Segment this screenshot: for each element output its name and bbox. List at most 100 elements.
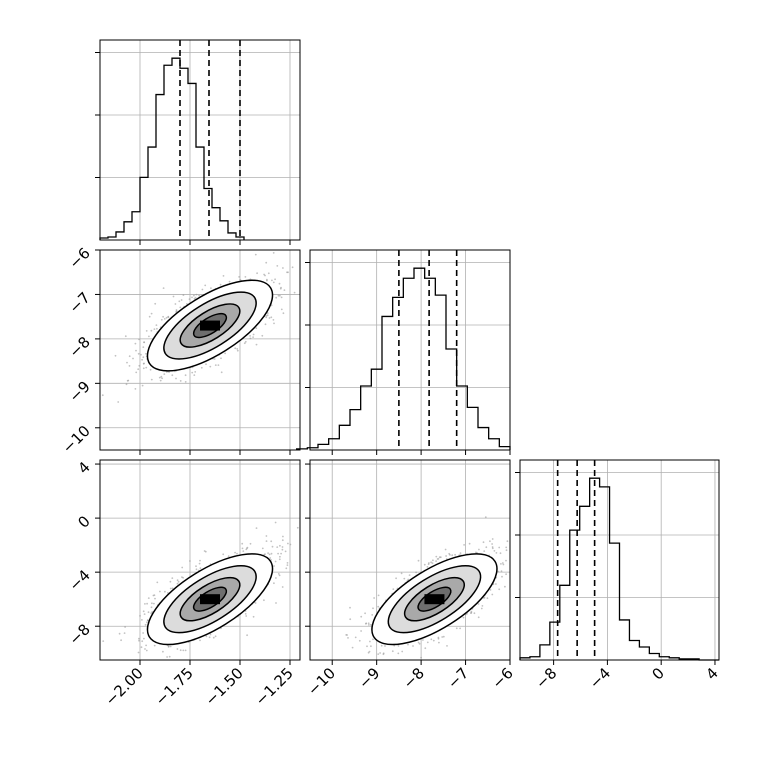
scatter-point — [484, 516, 487, 519]
scatter-point — [163, 318, 166, 320]
scatter-point — [124, 626, 126, 628]
scatter-point — [158, 376, 161, 379]
scatter-point — [281, 546, 284, 548]
scatter-point — [201, 288, 204, 291]
scatter-point — [161, 377, 164, 380]
scatter-point — [278, 282, 281, 285]
scatter-point — [349, 606, 351, 609]
scatter-point — [144, 648, 146, 650]
scatter-point — [407, 643, 409, 646]
scatter-point — [153, 328, 156, 330]
scatter-point — [505, 549, 508, 552]
scatter-point — [264, 553, 266, 556]
scatter-point — [213, 358, 216, 360]
scatter-point — [212, 636, 215, 639]
y-tick-label: −8 — [65, 620, 93, 648]
scatter-point — [160, 318, 163, 321]
x-tick-label: −6 — [488, 664, 516, 692]
scatter-point — [345, 634, 348, 636]
scatter-point — [289, 543, 292, 546]
scatter-point — [144, 603, 146, 605]
scatter-point — [501, 575, 503, 578]
scatter-point — [162, 287, 165, 289]
scatter-point — [150, 378, 153, 381]
scatter-point — [422, 639, 424, 641]
scatter-point — [182, 294, 185, 296]
panel-frame — [309, 249, 511, 451]
scatter-point — [462, 616, 465, 619]
scatter-point — [377, 594, 380, 597]
scatter-point — [269, 557, 272, 559]
scatter-point — [141, 384, 144, 387]
scatter-point — [195, 293, 198, 296]
scatter-point — [291, 266, 294, 269]
scatter-point — [124, 335, 127, 338]
scatter-point — [178, 300, 181, 303]
scatter-point — [195, 568, 198, 571]
scatter-point — [138, 637, 140, 640]
scatter-point — [126, 379, 129, 382]
scatter-point — [287, 542, 289, 545]
scatter-point — [286, 562, 289, 564]
scatter-point — [283, 289, 286, 291]
panel-frame — [519, 459, 720, 661]
scatter-point — [179, 649, 182, 652]
scatter-point — [282, 312, 285, 315]
scatter-point — [265, 316, 268, 319]
scatter-point — [151, 602, 153, 605]
scatter-point — [126, 361, 128, 364]
scatter-point — [243, 342, 246, 345]
scatter-point — [274, 560, 277, 563]
scatter-point — [459, 627, 461, 630]
scatter-point — [500, 570, 503, 573]
scatter-point — [138, 338, 140, 341]
scatter-point — [500, 563, 502, 565]
x-tick-label: 0 — [649, 664, 668, 683]
scatter-point — [208, 636, 211, 639]
scatter-point — [193, 374, 196, 376]
scatter-point — [209, 633, 212, 636]
scatter-point — [176, 648, 179, 650]
x-tick-label: −2.00 — [102, 664, 147, 709]
scatter-point — [265, 540, 268, 542]
scatter-point — [101, 394, 104, 397]
scatter-point — [277, 573, 280, 575]
scatter-point — [261, 547, 264, 550]
scatter-point — [195, 565, 197, 568]
x-tick-label: −8 — [532, 664, 560, 692]
scatter-point — [446, 645, 448, 647]
scatter-point — [470, 612, 472, 614]
scatter-point — [172, 295, 175, 298]
scatter-point — [266, 312, 269, 314]
scatter-point — [179, 306, 182, 309]
scatter-point — [167, 646, 170, 648]
scatter-point — [365, 622, 368, 625]
y-tick-label: −7 — [65, 289, 93, 317]
scatter-point — [175, 309, 178, 311]
scatter-point — [371, 614, 374, 616]
scatter-point — [255, 527, 258, 529]
scatter-point — [198, 562, 201, 565]
scatter-point — [143, 613, 146, 615]
scatter-point — [442, 635, 445, 638]
scatter-point — [142, 356, 145, 359]
scatter-point — [167, 316, 170, 319]
scatter-point — [142, 367, 145, 370]
scatter-point — [285, 567, 288, 570]
scatter-point — [423, 563, 426, 566]
x-tick-label: −9 — [355, 664, 383, 692]
scatter-point — [228, 280, 231, 283]
scatter-point — [198, 294, 201, 297]
scatter-point — [459, 552, 462, 554]
scatter-point — [427, 563, 430, 566]
scatter-point — [481, 605, 484, 607]
scatter-point — [142, 632, 145, 634]
x-tick-label: −4 — [586, 664, 614, 692]
scatter-point — [364, 612, 366, 615]
scatter-point — [254, 602, 257, 604]
scatter-point — [236, 348, 239, 350]
scatter-point — [468, 542, 471, 545]
scatter-point — [277, 294, 280, 297]
scatter-point — [146, 621, 148, 624]
